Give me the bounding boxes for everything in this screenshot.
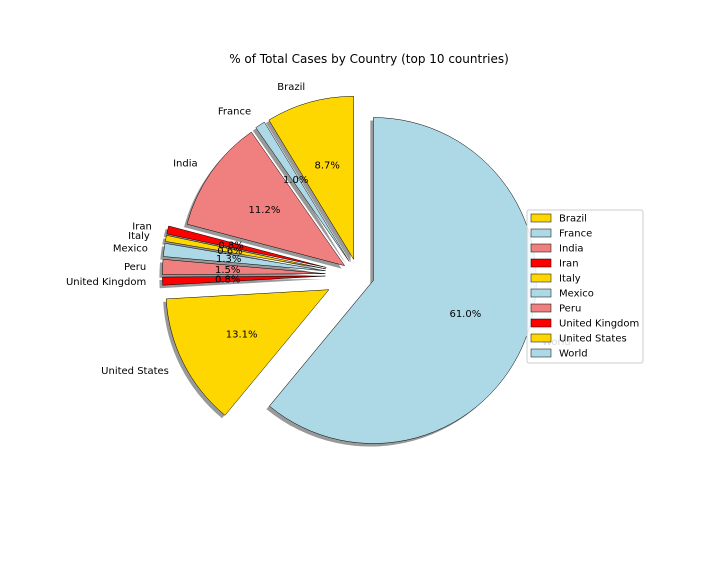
legend-swatch-brazil	[530, 213, 552, 223]
slice-brazil	[268, 96, 354, 261]
slice-united-kingdom	[162, 275, 326, 286]
legend-swatch-india	[530, 243, 552, 253]
slice-shadow-france	[252, 125, 347, 265]
pct-label-united-kingdom: 0.8%	[215, 275, 240, 286]
pie-slices	[162, 96, 537, 444]
pct-label-brazil: 8.7%	[314, 161, 339, 172]
legend-label-france: France	[559, 229, 592, 240]
pct-label-italy: 0.6%	[217, 246, 242, 257]
slice-label-peru: Peru	[124, 262, 146, 273]
legend-swatch-iran	[530, 258, 552, 268]
slice-peru	[162, 259, 326, 275]
slice-label-mexico: Mexico	[113, 243, 148, 254]
slice-united-states	[165, 289, 330, 416]
pct-label-world: 61.0%	[449, 309, 481, 320]
legend-frame	[526, 209, 644, 364]
pct-label-united-states: 13.1%	[226, 329, 258, 340]
slice-iran	[166, 225, 327, 268]
slice-label-france: France	[218, 107, 251, 118]
legend-swatch-united-states	[530, 333, 552, 343]
slice-label-india: India	[173, 159, 198, 170]
slice-label-brazil: Brazil	[277, 82, 305, 93]
pct-label-iran: 0.8%	[218, 240, 243, 251]
legend-label-peru: Peru	[559, 304, 581, 315]
slice-mexico	[163, 243, 326, 272]
legend-label-world: World	[559, 349, 588, 360]
legend-label-italy: Italy	[559, 274, 581, 285]
legend-label-brazil: Brazil	[559, 214, 587, 225]
legend-swatch-world	[530, 348, 552, 358]
pct-label-india: 11.2%	[249, 205, 281, 216]
slice-label-italy: Italy	[128, 231, 150, 242]
legend-label-india: India	[559, 244, 584, 255]
chart-title: % of Total Cases by Country (top 10 coun…	[229, 52, 509, 66]
slice-label-iran: Iran	[132, 222, 152, 233]
legend-swatch-italy	[530, 273, 552, 283]
legend: Brazil France India Iran Italy Mexico Peru Unit…	[526, 209, 644, 364]
slice-france	[255, 121, 350, 262]
legend-label-united-states: United States	[559, 334, 627, 345]
legend-label-iran: Iran	[559, 259, 579, 270]
slice-italy	[165, 235, 327, 270]
slice-label-united-kingdom: United Kingdom	[66, 277, 146, 288]
legend-label-united-kingdom: United Kingdom	[559, 319, 639, 330]
percentage-labels: 8.7%1.0%11.2%0.8%0.6%1.3%1.5%0.8%13.1%61…	[215, 161, 481, 341]
pct-label-france: 1.0%	[283, 175, 308, 186]
legend-swatch-peru	[530, 303, 552, 313]
slice-india	[186, 131, 346, 267]
pct-label-peru: 1.5%	[215, 265, 240, 276]
pct-label-mexico: 1.3%	[216, 254, 241, 265]
legend-label-mexico: Mexico	[559, 289, 594, 300]
legend-swatch-france	[530, 228, 552, 238]
legend-swatch-united-kingdom	[530, 318, 552, 328]
legend-swatch-mexico	[530, 288, 552, 298]
slice-label-united-states: United States	[101, 366, 169, 377]
